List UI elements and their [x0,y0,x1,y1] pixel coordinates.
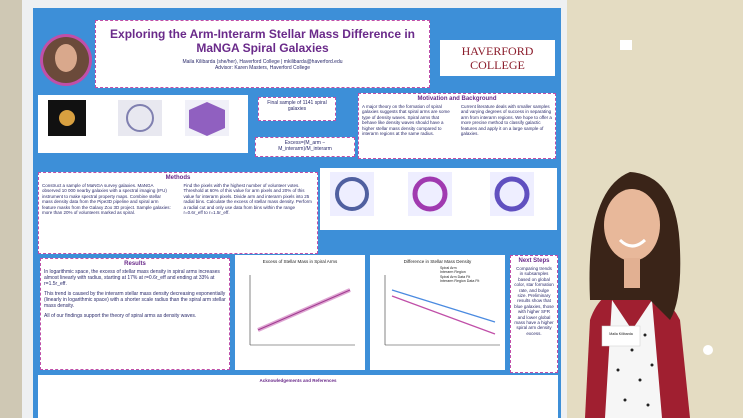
smile [618,238,647,248]
galaxy-core [59,110,75,126]
next-steps-box: Next Steps Comparing trends in subsample… [510,255,558,373]
next-steps-text: Comparing trends in subsamples based on … [514,266,554,336]
author-photo-face [55,44,77,72]
wall-plate [620,40,632,50]
motivation-text: Current literature deals with smaller sa… [460,104,552,137]
galaxy-hexagon [189,102,225,136]
methods-text: Find the pixels with the highest number … [183,183,312,216]
results-text: This trend is caused by the interarm ste… [44,291,226,309]
sample-box: Final sample of 1141 spiral galaxies [258,97,336,121]
ack-strip [38,375,558,418]
panel-galaxy [494,176,530,212]
motivation-box: Motivation and Background A major theory… [358,93,556,159]
panel-galaxy [412,176,448,212]
logo: HAVERFORD COLLEGE [440,40,555,76]
galaxy-mask-arm [126,104,154,132]
advisor: Advisor: Karen Masters, Haverford Colleg… [214,65,311,71]
results-text: In logarithmic space, the excess of stel… [44,269,220,287]
pin [703,345,713,355]
plot-line [391,295,496,335]
face [604,189,660,261]
section-heading: Next Steps [518,258,550,264]
name-tag: Maila Kilibarda [609,332,633,336]
formula-box: Excess=(M_arm − M_interarm)/M_interarm [255,137,355,157]
motivation-text: A major theory on the formation of spira… [362,104,450,137]
neck [624,258,640,288]
plot-title: Excess of Stellar Mass in Spiral Arms [262,259,338,264]
plot-line [257,289,351,331]
legend-entry: Spiral Arm Data Fit [440,274,471,279]
poster-title: Exploring the Arm-Interarm Stellar Mass … [110,27,415,55]
panel-galaxy [335,177,369,211]
results-box: Results In logarithmic space, the excess… [40,258,230,370]
section-heading: Motivation and Background [417,96,497,102]
author: Maila Kilibarda (she/her), Haverford Col… [182,59,343,65]
title-box: Exploring the Arm-Interarm Stellar Mass … [95,20,430,88]
name-tag-card [601,325,641,347]
plot-line [391,289,496,323]
plot-title: Difference in Stellar Mass Density [403,259,472,264]
galaxy-panels [330,172,534,216]
results-text: All of our findings support the theory o… [44,313,197,319]
legend-entry: Interarm Region Data Fit [440,279,480,284]
methods-text: Construct a sample of MaNGA survey galax… [42,183,171,216]
section-heading: Results [124,261,146,267]
wall-left [0,0,22,418]
ack-heading: Acknowledgements and References [259,378,337,383]
methods-box: Methods Construct a sample of MaNGA surv… [38,172,318,254]
legend-entry: Spiral Arm [440,266,457,270]
legend: Spiral Arm Interarm Region Spiral Arm Data… [440,266,479,284]
formula: Excess=(M_arm − M_interarm)/M_interarm [278,140,332,152]
legend-entry: Interarm Region [440,270,466,275]
sample: Final sample of 1141 spiral galaxies [267,100,327,112]
section-heading: Methods [165,175,191,181]
